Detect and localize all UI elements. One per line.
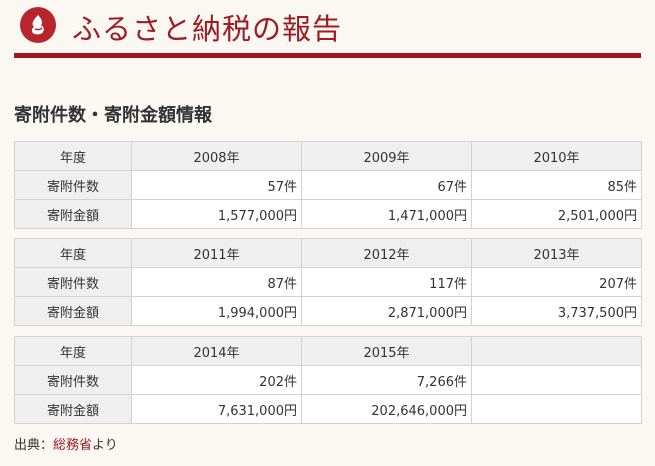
table-row: 寄附金額 1,994,000円 2,871,000円 3,737,500円 <box>14 296 642 326</box>
year-cell: 2012年 <box>301 238 472 268</box>
donation-table-3: 年度 2014年 2015年 寄附件数 202件 7,266件 寄附金額 7,6… <box>14 336 642 424</box>
year-cell: 2011年 <box>131 238 302 268</box>
year-header-cell: 年度 <box>14 141 132 171</box>
table-row: 寄附件数 87件 117件 207件 <box>14 267 642 297</box>
amount-cell: 7,631,000円 <box>131 394 302 424</box>
amount-cell: 1,994,000円 <box>131 296 302 326</box>
empty-count-cell <box>471 365 642 395</box>
empty-year-cell <box>471 336 642 366</box>
count-label-cell: 寄附件数 <box>14 170 132 200</box>
count-cell: 117件 <box>301 267 472 297</box>
year-cell: 2015年 <box>301 336 472 366</box>
source-prefix: 出典： <box>14 438 54 453</box>
amount-label-cell: 寄附金額 <box>14 394 132 424</box>
table-row: 寄附金額 7,631,000円 202,646,000円 <box>14 394 642 424</box>
year-cell: 2010年 <box>471 141 642 171</box>
table-row: 年度 2008年 2009年 2010年 <box>14 141 642 171</box>
site-title[interactable]: ふるさと納税の報告 <box>72 12 343 46</box>
logo-icon[interactable] <box>20 7 56 43</box>
header-divider <box>14 53 641 58</box>
count-cell: 67件 <box>301 170 472 200</box>
section-heading: 寄附件数・寄附金額情報 <box>14 105 212 126</box>
table-row: 寄附件数 202件 7,266件 <box>14 365 642 395</box>
amount-cell: 2,501,000円 <box>471 199 642 229</box>
count-cell: 202件 <box>131 365 302 395</box>
year-cell: 2008年 <box>131 141 302 171</box>
donation-table-2: 年度 2011年 2012年 2013年 寄附件数 87件 117件 207件 … <box>14 238 642 326</box>
year-cell: 2009年 <box>301 141 472 171</box>
count-cell: 57件 <box>131 170 302 200</box>
year-cell: 2013年 <box>471 238 642 268</box>
table-row: 寄附件数 57件 67件 85件 <box>14 170 642 200</box>
count-cell: 207件 <box>471 267 642 297</box>
count-label-cell: 寄附件数 <box>14 267 132 297</box>
count-cell: 85件 <box>471 170 642 200</box>
amount-cell: 1,471,000円 <box>301 199 472 229</box>
source-suffix: より <box>92 438 118 453</box>
amount-cell: 3,737,500円 <box>471 296 642 326</box>
amount-label-cell: 寄附金額 <box>14 199 132 229</box>
count-label-cell: 寄附件数 <box>14 365 132 395</box>
site-header: ふるさと納税の報告 <box>0 0 655 58</box>
amount-label-cell: 寄附金額 <box>14 296 132 326</box>
amount-cell: 1,577,000円 <box>131 199 302 229</box>
year-cell: 2014年 <box>131 336 302 366</box>
empty-amount-cell <box>471 394 642 424</box>
table-row: 年度 2014年 2015年 <box>14 336 642 366</box>
year-header-cell: 年度 <box>14 238 132 268</box>
source-link[interactable]: 総務省 <box>53 438 93 453</box>
amount-cell: 2,871,000円 <box>301 296 472 326</box>
year-header-cell: 年度 <box>14 336 132 366</box>
count-cell: 87件 <box>131 267 302 297</box>
donation-table-1: 年度 2008年 2009年 2010年 寄附件数 57件 67件 85件 寄附… <box>14 141 642 229</box>
count-cell: 7,266件 <box>301 365 472 395</box>
amount-cell: 202,646,000円 <box>301 394 472 424</box>
source-note: 出典：総務省より <box>14 434 118 453</box>
table-row: 寄附金額 1,577,000円 1,471,000円 2,501,000円 <box>14 199 642 229</box>
table-row: 年度 2011年 2012年 2013年 <box>14 238 642 268</box>
